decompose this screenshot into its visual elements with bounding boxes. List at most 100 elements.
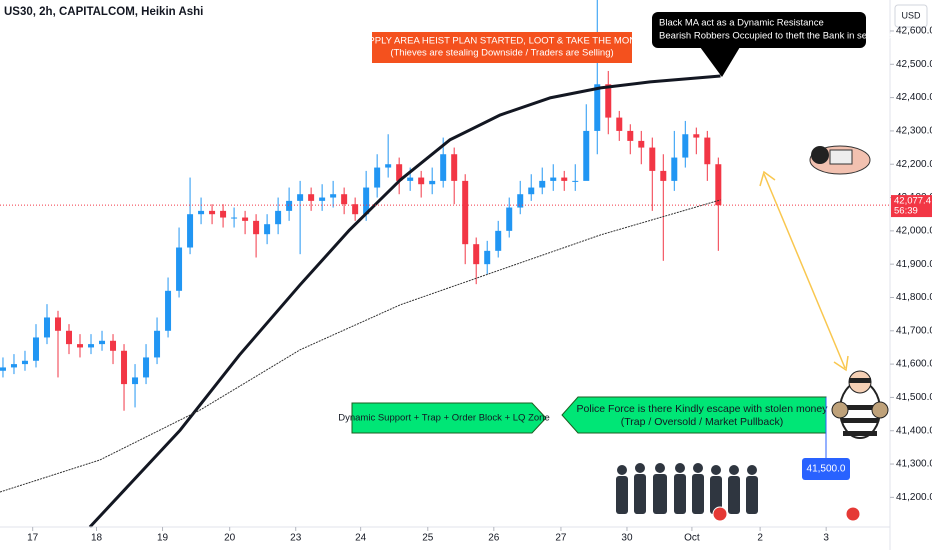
x-tick-label: 23 xyxy=(290,533,302,544)
y-tick-label: 41,300.0 xyxy=(896,459,932,470)
candle-body xyxy=(594,84,601,131)
y-tick-label: 41,700.0 xyxy=(896,325,932,336)
candle-body xyxy=(253,220,260,235)
y-tick-label: 41,900.0 xyxy=(896,259,932,270)
currency-box[interactable] xyxy=(894,4,928,28)
last-price-label: 42,077.4 xyxy=(894,196,931,207)
robber-icon xyxy=(831,370,889,439)
y-tick-label: 42,300.0 xyxy=(896,126,932,137)
candle-body xyxy=(506,207,513,231)
candle-body xyxy=(32,337,39,361)
candle-body xyxy=(715,164,722,206)
candle-body xyxy=(165,290,172,331)
candle-body xyxy=(66,330,73,345)
candle-body xyxy=(528,187,535,195)
candle-body xyxy=(616,117,623,131)
y-tick-label: 41,200.0 xyxy=(896,492,932,503)
target-box xyxy=(802,458,850,480)
candle-body xyxy=(242,217,249,221)
callout-pointer xyxy=(700,47,740,77)
x-tick-label: 2 xyxy=(757,533,763,544)
candle-body xyxy=(605,84,612,118)
x-tick-label: 27 xyxy=(555,533,567,544)
candle-body xyxy=(407,177,414,181)
candle-body xyxy=(418,177,425,185)
candle-body xyxy=(484,250,491,265)
annotation-text: Bearish Robbers Occupied to theft the Ba… xyxy=(659,31,891,42)
candle-body xyxy=(385,164,392,168)
candle-body xyxy=(176,247,183,291)
plot-area xyxy=(0,0,890,529)
x-tick-label: 17 xyxy=(27,533,39,544)
candle-body xyxy=(308,194,315,201)
candle-body xyxy=(473,244,480,265)
arrow xyxy=(763,173,846,369)
candle-body xyxy=(462,180,469,245)
annotation-text: SUPPLY AREA HEIST PLAN STARTED, LOOT & T… xyxy=(355,36,649,47)
candle-body xyxy=(583,130,590,181)
x-tick-label: 19 xyxy=(157,533,169,544)
candle-body xyxy=(649,147,656,171)
candle-body xyxy=(297,194,304,201)
candle-body xyxy=(209,210,216,215)
candle-body xyxy=(396,164,403,181)
candle-body xyxy=(539,180,546,188)
x-tick-label: 30 xyxy=(621,533,633,544)
x-tick-label: 3 xyxy=(823,533,829,544)
moving-average xyxy=(0,199,721,493)
candle-body xyxy=(671,157,678,181)
annotation-text: (Trap / Oversold / Market Pullback) xyxy=(621,416,783,428)
candle-body xyxy=(451,154,458,181)
annotation-text: Black MA act as a Dynamic Resistance xyxy=(659,18,824,29)
candle-body xyxy=(429,180,436,185)
candle-body xyxy=(143,357,150,378)
y-tick-label: 42,600.0 xyxy=(896,26,932,37)
candle-body xyxy=(440,154,447,181)
event-flag[interactable] xyxy=(712,506,728,522)
chart-title: US30, 2h, CAPITALCOM, Heikin Ashi xyxy=(4,6,203,18)
candle-body xyxy=(99,340,106,345)
candle-body xyxy=(572,180,579,182)
x-tick-label: 18 xyxy=(91,533,103,544)
candle-body xyxy=(54,317,61,331)
y-tick-label: 42,200.0 xyxy=(896,159,932,170)
moving-average xyxy=(88,74,721,529)
x-tick-label: 26 xyxy=(488,533,500,544)
candle-body xyxy=(660,170,667,181)
candle-body xyxy=(264,224,271,235)
arrow-head xyxy=(759,170,776,187)
candle-body xyxy=(319,197,326,201)
candle-body xyxy=(121,350,128,385)
candle-body xyxy=(561,177,568,181)
candle-body xyxy=(495,230,502,251)
y-tick-label: 41,500.0 xyxy=(896,392,932,403)
candle-body xyxy=(10,364,17,368)
y-tick-label: 41,400.0 xyxy=(896,425,932,436)
candle-body xyxy=(187,214,194,248)
candle-body xyxy=(198,210,205,215)
candle-body xyxy=(88,344,95,348)
y-tick-label: 41,800.0 xyxy=(896,292,932,303)
candle-body xyxy=(231,217,238,219)
candle-body xyxy=(352,204,359,215)
candle-body xyxy=(21,360,28,365)
robber-icon xyxy=(809,145,871,175)
candle-body xyxy=(704,137,711,165)
candle-body xyxy=(550,177,557,181)
y-tick-label: 42,500.0 xyxy=(896,59,932,70)
event-flag[interactable] xyxy=(845,506,861,522)
candle-body xyxy=(517,194,524,208)
police-icons xyxy=(616,463,758,514)
annotation-box xyxy=(351,402,547,434)
annotation-box xyxy=(372,32,632,63)
candle-body xyxy=(43,317,50,338)
x-tick-label: Oct xyxy=(684,533,700,544)
candle-body xyxy=(341,194,348,205)
candle-body xyxy=(693,134,700,138)
y-tick-label: 42,000.0 xyxy=(896,225,932,236)
countdown-label: 56:39 xyxy=(894,206,918,217)
annotation-box xyxy=(652,12,866,48)
x-tick-label: 25 xyxy=(422,533,434,544)
